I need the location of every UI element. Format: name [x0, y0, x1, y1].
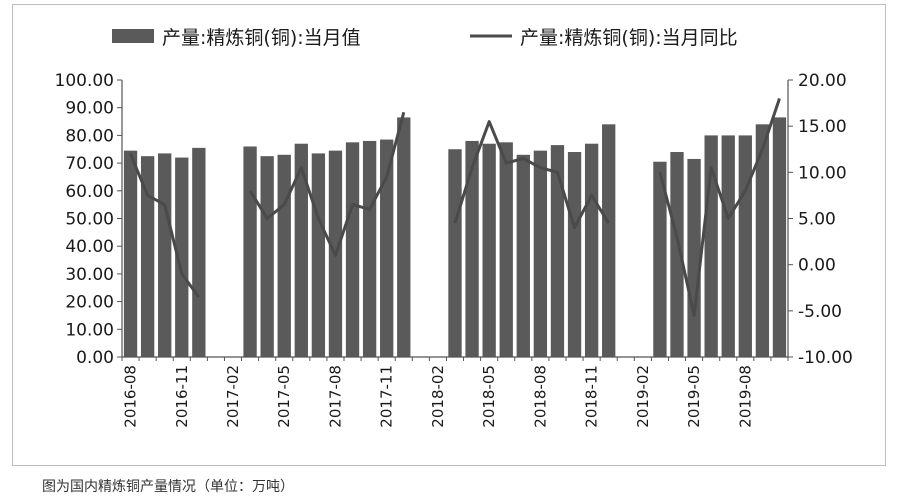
- bar: [277, 154, 291, 357]
- x-axis-tick-label: 2017-11: [378, 365, 396, 428]
- x-axis-tick-label: 2018-05: [480, 365, 498, 428]
- bar: [755, 124, 770, 357]
- bar: [311, 153, 326, 357]
- bar: [294, 143, 308, 357]
- right-axis: -10.00 -5.00 0.00 5.00 10.00 15.00 20.00: [788, 71, 853, 368]
- right-axis-tick-label: 10.00: [798, 163, 847, 183]
- left-axis-tick-label: 0.00: [76, 348, 114, 368]
- bar: [123, 150, 138, 357]
- left-axis-tick-label: 60.00: [65, 182, 114, 202]
- legend-bar-label: 产量:精炼铜(铜):当月值: [162, 27, 361, 49]
- bar: [175, 157, 189, 357]
- bar: [397, 117, 411, 358]
- bar: [670, 152, 684, 357]
- bar: [738, 135, 752, 357]
- left-axis-tick-label: 70.00: [65, 154, 114, 174]
- legend: 产量:精炼铜(铜):当月值 产量:精炼铜(铜):当月同比: [112, 27, 738, 49]
- right-axis-tick-label: 0.00: [798, 256, 836, 276]
- bar: [140, 156, 155, 357]
- left-axis-tick-label: 50.00: [65, 210, 114, 230]
- line-segment: [129, 153, 201, 298]
- right-axis-tick-label: -5.00: [798, 302, 842, 322]
- bar: [772, 117, 787, 358]
- x-axis-tick-label: 2016-11: [173, 365, 191, 428]
- x-axis-tick-label: 2018-08: [531, 365, 549, 428]
- bar: [550, 145, 565, 357]
- bar: [380, 139, 394, 357]
- bar: [584, 143, 599, 357]
- bar: [448, 149, 462, 357]
- x-axis-tick-label: 2018-11: [583, 365, 601, 428]
- bar: [721, 135, 735, 357]
- bar: [533, 150, 548, 357]
- left-axis: 0.00 10.00 20.00 30.00 40.00 50.00 60.00 70.00 8…: [55, 71, 122, 368]
- bar: [243, 146, 257, 357]
- bar: [602, 124, 616, 357]
- bar: [192, 147, 206, 357]
- x-axis: 2016-08 2016-11 2017-02 2017-05 2017-08 2017-…: [121, 357, 789, 428]
- production-chart: 产量:精炼铜(铜):当月值 产量:精炼铜(铜):当月同比 0.00 10.00 20…: [55, 27, 853, 428]
- left-axis-tick-label: 20.00: [65, 293, 114, 313]
- left-axis-tick-label: 100.00: [55, 71, 114, 91]
- bar: [567, 152, 582, 357]
- x-axis-tick-label: 2016-08: [122, 365, 140, 428]
- x-axis-tick-label: 2017-05: [275, 365, 293, 428]
- figure-caption: 图为国内精炼铜产量情况（单位：万吨）: [42, 479, 294, 495]
- right-axis-tick-label: -10.00: [798, 348, 853, 368]
- axes: [121, 80, 789, 358]
- bar: [687, 158, 701, 357]
- left-axis-tick-label: 30.00: [65, 265, 114, 285]
- left-axis-tick-label: 40.00: [65, 237, 114, 257]
- bar: [260, 156, 274, 357]
- line-series: [129, 98, 781, 317]
- left-axis-tick-label: 90.00: [65, 99, 114, 119]
- legend-bar-swatch: [112, 29, 154, 43]
- line-segment: [453, 120, 610, 230]
- line-segment: [658, 98, 781, 317]
- bar: [499, 142, 513, 357]
- chart-frame: [12, 4, 886, 466]
- x-axis-tick-label: 2019-08: [736, 365, 754, 428]
- bar: [653, 161, 667, 357]
- x-axis-tick-label: 2019-02: [634, 365, 652, 428]
- x-axis-tick-label: 2018-02: [429, 365, 447, 428]
- x-axis-tick-label: 2017-08: [326, 365, 344, 428]
- legend-line-label: 产量:精炼铜(铜):当月同比: [520, 27, 738, 49]
- x-axis-tick-label: 2019-05: [685, 365, 703, 428]
- right-axis-tick-label: 20.00: [798, 71, 847, 91]
- right-axis-tick-label: 5.00: [798, 210, 836, 230]
- bar: [465, 140, 479, 357]
- bar: [362, 140, 377, 357]
- left-axis-tick-label: 10.00: [65, 320, 114, 340]
- bar: [516, 154, 530, 357]
- bar: [158, 153, 172, 357]
- x-axis-tick-label: 2017-02: [224, 365, 242, 428]
- right-axis-tick-label: 15.00: [798, 117, 847, 137]
- bar-series: [123, 117, 787, 358]
- bar: [482, 143, 496, 357]
- line-segment: [248, 111, 406, 257]
- bar: [345, 142, 360, 357]
- left-axis-tick-label: 80.00: [65, 126, 114, 146]
